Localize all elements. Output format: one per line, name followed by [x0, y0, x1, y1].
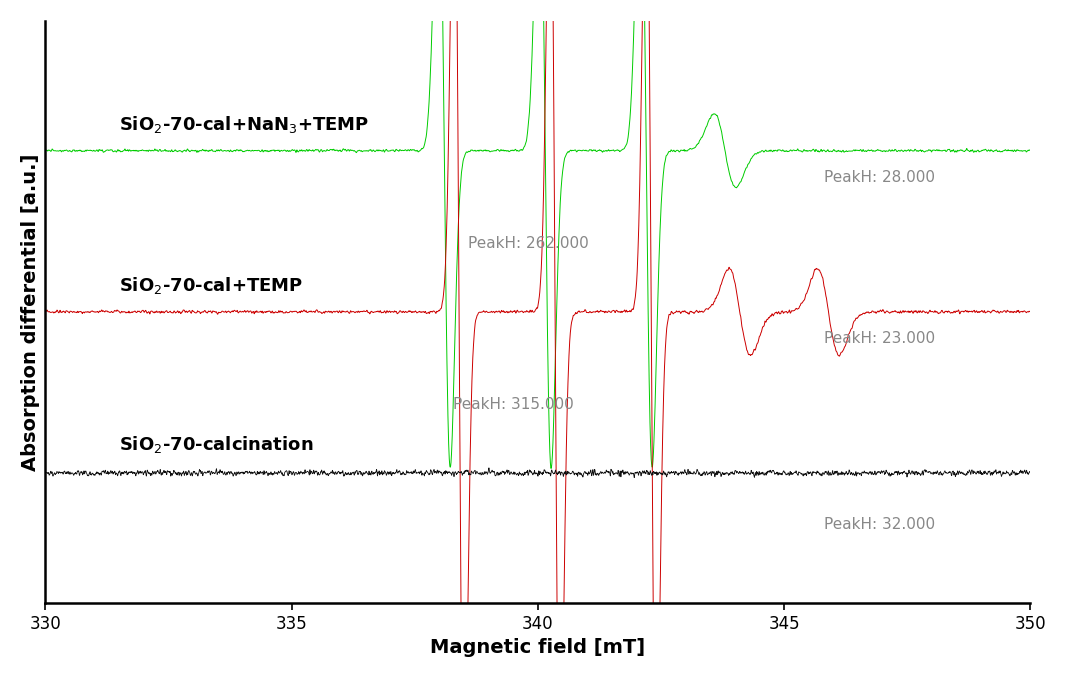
X-axis label: Magnetic field [mT]: Magnetic field [mT]	[430, 638, 646, 657]
Text: PeakH: 315.000: PeakH: 315.000	[452, 397, 574, 412]
Text: PeakH: 23.000: PeakH: 23.000	[824, 331, 935, 346]
Text: SiO$_2$-70-calcination: SiO$_2$-70-calcination	[120, 434, 314, 455]
Text: PeakH: 28.000: PeakH: 28.000	[824, 170, 935, 185]
Y-axis label: Absorption differential [a.u.]: Absorption differential [a.u.]	[21, 153, 39, 471]
Text: SiO$_2$-70-cal+TEMP: SiO$_2$-70-cal+TEMP	[120, 275, 303, 296]
Text: SiO$_2$-70-cal+NaN$_3$+TEMP: SiO$_2$-70-cal+NaN$_3$+TEMP	[120, 114, 369, 135]
Text: PeakH: 32.000: PeakH: 32.000	[824, 517, 935, 532]
Text: PeakH: 262.000: PeakH: 262.000	[467, 236, 588, 251]
